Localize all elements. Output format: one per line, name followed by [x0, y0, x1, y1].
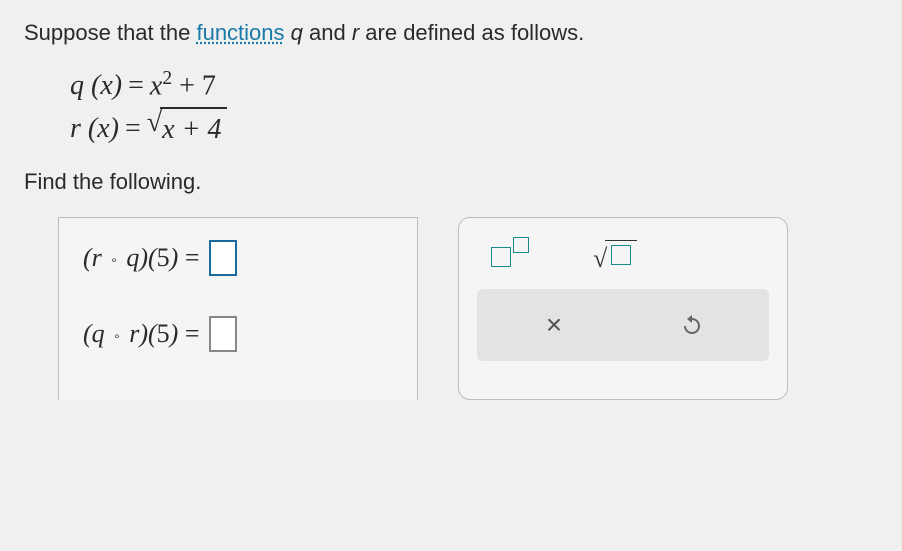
answer-panel: (r ∘ q)(5) = (q ∘ r)(5) =: [58, 217, 418, 400]
clear-button[interactable]: ×: [534, 305, 574, 345]
answer-input-2[interactable]: [209, 316, 237, 352]
definition-r: r (x) = √ x + 4: [70, 107, 878, 151]
undo-icon: [680, 313, 704, 337]
compose-icon: ∘: [108, 253, 120, 267]
exponent-tool-button[interactable]: [489, 247, 533, 267]
base-placeholder-icon: [491, 247, 511, 267]
radical-icon: √: [593, 246, 607, 272]
answer-area: (r ∘ q)(5) = (q ∘ r)(5) = √: [58, 217, 878, 400]
compose-icon: ∘: [111, 329, 123, 343]
radical-icon: √: [147, 109, 162, 153]
function-definitions: q (x) = x2 + 7 r (x) = √ x + 4: [70, 64, 878, 151]
undo-button[interactable]: [672, 305, 712, 345]
equals-sign: =: [125, 108, 141, 150]
expression-q-of-r: (q ∘ r)(5) =: [83, 316, 393, 352]
close-icon: ×: [546, 309, 562, 341]
equals-sign: =: [128, 65, 144, 107]
q-lhs: q (x): [70, 65, 122, 107]
composition-label: (q ∘ r)(5) =: [83, 319, 199, 349]
answer-input-1[interactable]: [209, 240, 237, 276]
problem-prompt: Suppose that the functions q and r are d…: [24, 20, 878, 46]
r-lhs: r (x): [70, 108, 119, 150]
radicand-placeholder-icon: [611, 245, 631, 265]
q-rhs: x2 + 7: [150, 64, 216, 107]
tool-row-bottom: ×: [477, 289, 769, 361]
prompt-text-after: q and r are defined as follows.: [291, 20, 585, 45]
expression-r-of-q: (r ∘ q)(5) =: [83, 240, 393, 276]
sqrt-expression: √ x + 4: [147, 107, 228, 151]
definition-q: q (x) = x2 + 7: [70, 64, 878, 107]
sqrt-placeholder: [605, 240, 637, 273]
exponent-placeholder-icon: [513, 237, 529, 253]
composition-label: (r ∘ q)(5) =: [83, 243, 199, 273]
instruction-text: Find the following.: [24, 169, 878, 195]
tool-palette: √ ×: [458, 217, 788, 400]
prompt-text-before: Suppose that the: [24, 20, 196, 45]
tool-row-top: √: [477, 236, 769, 277]
sqrt-tool-button[interactable]: √: [593, 240, 637, 273]
functions-link[interactable]: functions: [196, 20, 284, 45]
